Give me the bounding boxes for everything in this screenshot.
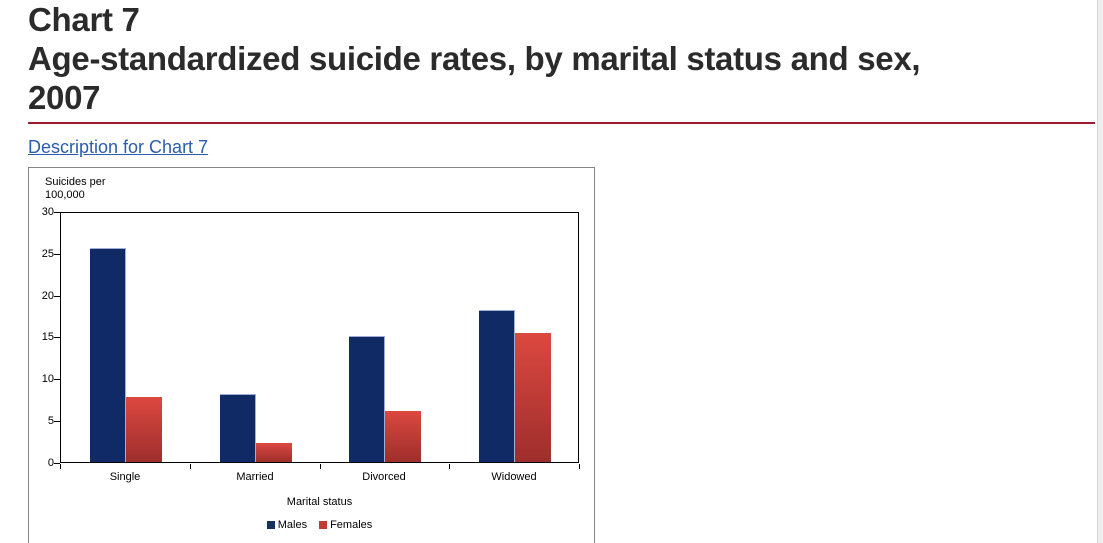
x-tick-mark bbox=[60, 464, 61, 469]
y-tick-mark bbox=[54, 421, 60, 422]
bar-males-widowed bbox=[479, 310, 515, 462]
y-tick-label: 30 bbox=[41, 206, 54, 218]
x-tick-mark bbox=[190, 464, 191, 469]
title-divider-rule bbox=[28, 122, 1095, 124]
chart-legend: Males Females bbox=[60, 519, 579, 531]
y-axis-title: Suicides per 100,000 bbox=[45, 176, 106, 202]
y-tick-label: 10 bbox=[41, 373, 54, 385]
y-tick-mark bbox=[54, 212, 60, 213]
chart-container: Suicides per 100,000 0 5 10 15 20 25 30 Single… bbox=[28, 167, 595, 543]
legend-swatch-females bbox=[319, 521, 328, 529]
legend-label-males: Males bbox=[277, 519, 308, 531]
y-axis-title-line1: Suicides per bbox=[45, 176, 106, 188]
y-tick-mark bbox=[54, 337, 60, 338]
y-axis-title-line2: 100,000 bbox=[45, 189, 85, 201]
chart-title-year: 2007 bbox=[28, 79, 101, 116]
bar-males-married bbox=[220, 394, 256, 462]
chart-number: Chart 7 bbox=[28, 1, 140, 38]
bar-females-single bbox=[126, 397, 162, 462]
legend-item-females: Females bbox=[319, 519, 372, 531]
x-tick-mark bbox=[449, 464, 450, 469]
y-tick-label: 0 bbox=[47, 457, 54, 469]
plot-area bbox=[60, 212, 579, 463]
page-title: Chart 7 Age-standardized suicide rates, … bbox=[28, 0, 921, 117]
y-tick-label: 15 bbox=[41, 331, 54, 343]
y-tick-label: 5 bbox=[47, 415, 54, 427]
y-tick-mark bbox=[54, 463, 60, 464]
y-tick-mark bbox=[54, 296, 60, 297]
category-label-widowed: Widowed bbox=[491, 471, 537, 483]
legend-item-males: Males bbox=[266, 519, 308, 531]
legend-swatch-males bbox=[266, 521, 275, 529]
x-tick-mark bbox=[320, 464, 321, 469]
bar-males-divorced bbox=[349, 336, 385, 462]
y-tick-mark bbox=[54, 379, 60, 380]
x-axis-title: Marital status bbox=[286, 496, 353, 508]
category-label-single: Single bbox=[109, 471, 141, 483]
bar-males-single bbox=[90, 248, 126, 462]
category-label-married: Married bbox=[236, 471, 274, 483]
bar-females-widowed bbox=[515, 333, 551, 462]
y-tick-label: 20 bbox=[41, 290, 54, 302]
description-link[interactable]: Description for Chart 7 bbox=[28, 137, 209, 157]
category-label-divorced: Divorced bbox=[362, 471, 406, 483]
x-tick-mark bbox=[579, 464, 580, 469]
page-right-gutter bbox=[1097, 0, 1103, 543]
legend-label-females: Females bbox=[330, 519, 373, 531]
y-tick-mark bbox=[54, 254, 60, 255]
chart-title-text: Age-standardized suicide rates, by marit… bbox=[28, 40, 921, 77]
bar-females-divorced bbox=[385, 411, 421, 462]
y-tick-label: 25 bbox=[41, 248, 54, 260]
bar-females-married bbox=[256, 443, 292, 462]
